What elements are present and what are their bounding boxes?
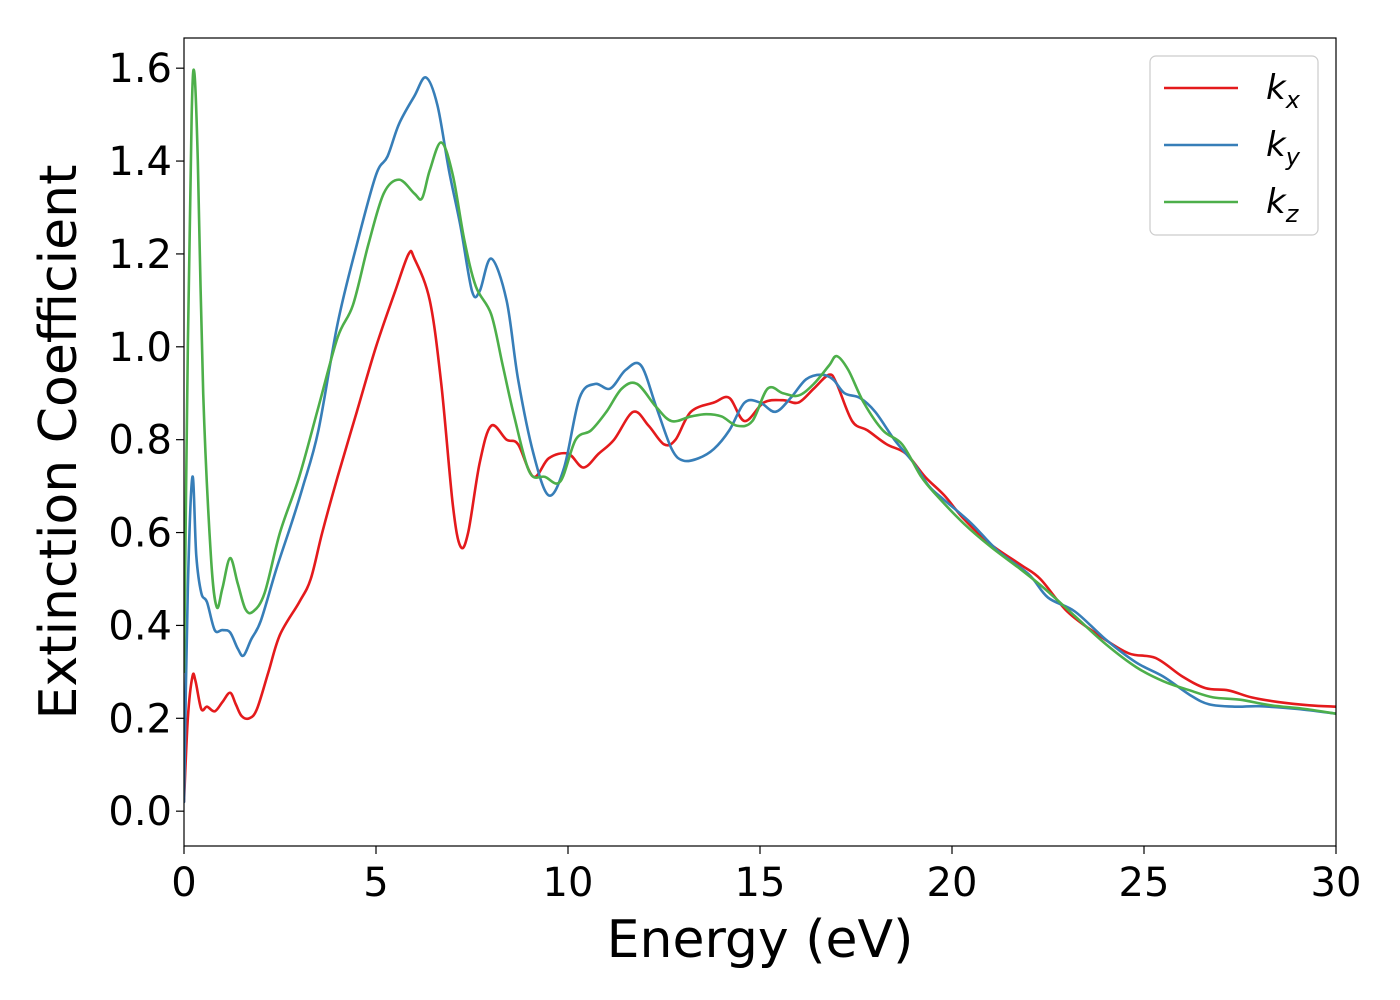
series-lines-layer <box>184 68 1336 804</box>
y-tick-label: 1.2 <box>108 232 172 278</box>
legend-label-kx: kx <box>1266 68 1301 114</box>
y-tick-label: 0.6 <box>108 511 172 557</box>
legend-label-kz: kz <box>1266 182 1300 228</box>
x-tick-label: 30 <box>1311 860 1362 906</box>
y-axis-ticks: 0.0 0.2 0.4 0.6 0.8 1.0 1.2 1.4 1.6 <box>108 46 184 835</box>
x-tick-label: 0 <box>171 860 196 906</box>
legend-entries: kx ky kz <box>1164 68 1301 228</box>
legend-label-ky: ky <box>1266 125 1301 171</box>
y-tick-label: 1.0 <box>108 325 172 371</box>
legend: kx ky kz <box>1149 55 1319 236</box>
x-axis-title: Energy (eV) <box>607 910 914 970</box>
series-line-ky <box>184 76 1336 804</box>
x-tick-label: 25 <box>1119 860 1170 906</box>
x-tick-label: 10 <box>543 860 594 906</box>
x-tick-label: 20 <box>927 860 978 906</box>
series-line-kx <box>184 249 1336 804</box>
series-line-kz <box>184 68 1336 715</box>
y-tick-label: 1.6 <box>108 46 172 92</box>
y-tick-label: 0.8 <box>108 418 172 464</box>
x-tick-label: 15 <box>735 860 786 906</box>
y-tick-label: 0.4 <box>108 603 172 649</box>
y-tick-label: 0.2 <box>108 696 172 742</box>
x-axis-ticks: 0 5 10 15 20 25 30 <box>171 846 1361 906</box>
y-tick-label: 0.0 <box>108 789 172 835</box>
y-tick-label: 1.4 <box>108 139 172 185</box>
y-axis-title: Extinction Coefficient <box>29 165 89 720</box>
x-tick-label: 5 <box>363 860 388 906</box>
